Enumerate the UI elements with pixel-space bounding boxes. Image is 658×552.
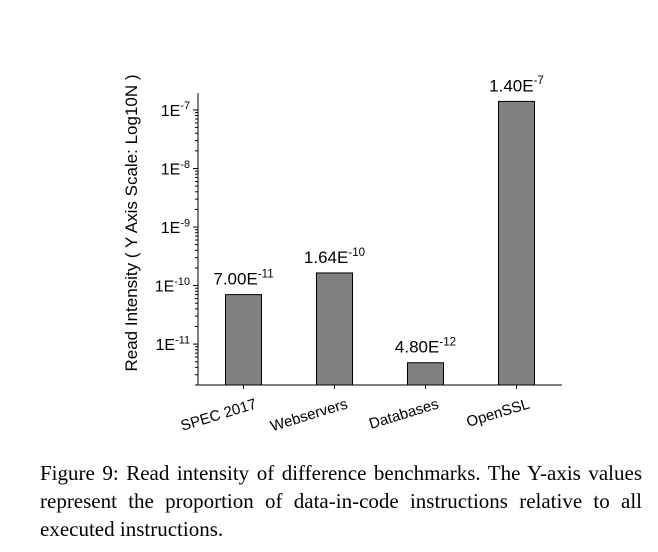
x-tick-label: Webservers (268, 396, 349, 436)
bar-value-label: 7.00E-11 (213, 268, 273, 288)
chart: 1E-11 1E-10 1E-9 1E-8 1E-7 Read Intensity ( Y… (122, 74, 562, 436)
x-tick-label: SPEC 2017 (179, 396, 259, 435)
bar-value-label: 4.80E-12 (395, 337, 456, 357)
bar (498, 100, 535, 386)
bar (316, 272, 353, 386)
bar-value-label: 1.64E-10 (304, 247, 365, 267)
y-tick-label: 1E-10 (155, 276, 190, 296)
x-tick-label: OpenSSL (464, 396, 531, 431)
bar (225, 294, 262, 386)
y-tick-label: 1E-8 (161, 159, 190, 179)
y-tick-label: 1E-9 (161, 217, 190, 237)
bar (407, 362, 444, 386)
y-axis-title: Read Intensity ( Y Axis Scale: Log10N ) (122, 74, 141, 371)
y-tick-label: 1E-7 (161, 100, 190, 120)
figure-caption: Figure 9: Read intensity of difference b… (40, 461, 642, 541)
bar-value-label: 1.40E-7 (489, 75, 544, 95)
y-tick-label: 1E-11 (156, 334, 191, 354)
x-tick-label: Databases (367, 396, 441, 433)
